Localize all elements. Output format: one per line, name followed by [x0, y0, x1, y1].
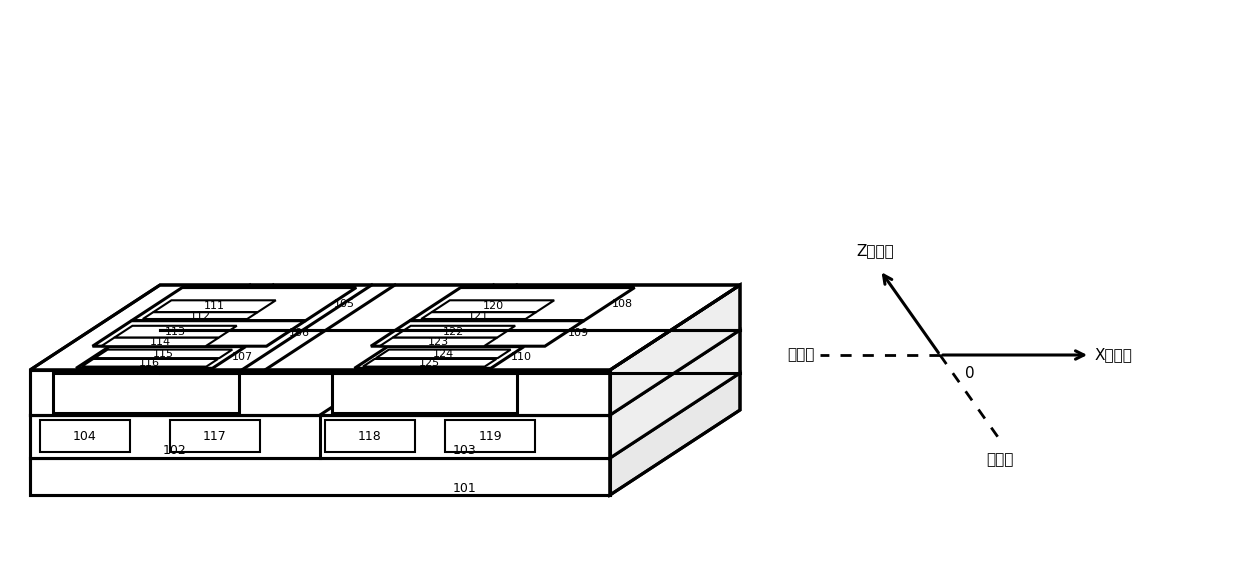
- Text: 111: 111: [205, 301, 224, 311]
- Polygon shape: [170, 420, 260, 452]
- Text: 105: 105: [334, 299, 355, 309]
- Text: Z（上）: Z（上）: [856, 243, 894, 258]
- Text: 117: 117: [203, 429, 227, 442]
- Text: 104: 104: [73, 429, 97, 442]
- Text: 113: 113: [165, 327, 186, 337]
- Text: （左）: （左）: [787, 348, 815, 362]
- Polygon shape: [82, 359, 218, 367]
- Text: 125: 125: [419, 358, 440, 368]
- Polygon shape: [393, 326, 515, 338]
- Text: 115: 115: [153, 349, 174, 359]
- Polygon shape: [363, 359, 496, 367]
- Text: 108: 108: [613, 299, 634, 309]
- Text: 121: 121: [467, 311, 489, 320]
- Text: 116: 116: [139, 358, 160, 368]
- Text: 124: 124: [433, 349, 454, 359]
- Text: 118: 118: [358, 429, 382, 442]
- Text: 101: 101: [453, 481, 477, 494]
- Text: 0: 0: [965, 366, 975, 380]
- Text: X（右）: X（右）: [1095, 348, 1133, 362]
- Polygon shape: [93, 321, 305, 346]
- Polygon shape: [102, 338, 218, 346]
- Polygon shape: [355, 346, 525, 369]
- Polygon shape: [376, 350, 511, 358]
- Polygon shape: [610, 285, 740, 415]
- Polygon shape: [331, 373, 517, 413]
- Polygon shape: [94, 350, 232, 358]
- Polygon shape: [30, 458, 610, 495]
- Text: 114: 114: [149, 337, 170, 347]
- Polygon shape: [154, 301, 275, 312]
- Polygon shape: [30, 370, 610, 415]
- Polygon shape: [445, 420, 534, 452]
- Polygon shape: [53, 373, 239, 413]
- Polygon shape: [114, 326, 237, 338]
- Text: 102: 102: [164, 443, 187, 456]
- Text: 110: 110: [511, 353, 532, 362]
- Polygon shape: [30, 415, 610, 458]
- Text: 112: 112: [190, 311, 211, 320]
- Polygon shape: [325, 420, 415, 452]
- Polygon shape: [76, 346, 246, 369]
- Polygon shape: [30, 330, 740, 415]
- Polygon shape: [131, 287, 356, 321]
- Polygon shape: [143, 312, 258, 319]
- Polygon shape: [432, 301, 554, 312]
- Polygon shape: [610, 373, 740, 495]
- Text: （下）: （下）: [986, 452, 1013, 467]
- Text: 122: 122: [443, 327, 465, 337]
- Polygon shape: [422, 312, 536, 319]
- Polygon shape: [30, 373, 740, 458]
- Polygon shape: [371, 321, 584, 346]
- Polygon shape: [379, 338, 497, 346]
- Polygon shape: [610, 330, 740, 458]
- Polygon shape: [40, 420, 130, 452]
- Polygon shape: [30, 285, 740, 370]
- Text: 103: 103: [453, 443, 477, 456]
- Polygon shape: [410, 287, 635, 321]
- Text: 119: 119: [479, 429, 502, 442]
- Text: 106: 106: [289, 328, 310, 338]
- Text: 107: 107: [232, 353, 253, 362]
- Text: 120: 120: [482, 301, 503, 311]
- Text: 109: 109: [568, 328, 589, 338]
- Text: 123: 123: [428, 337, 449, 347]
